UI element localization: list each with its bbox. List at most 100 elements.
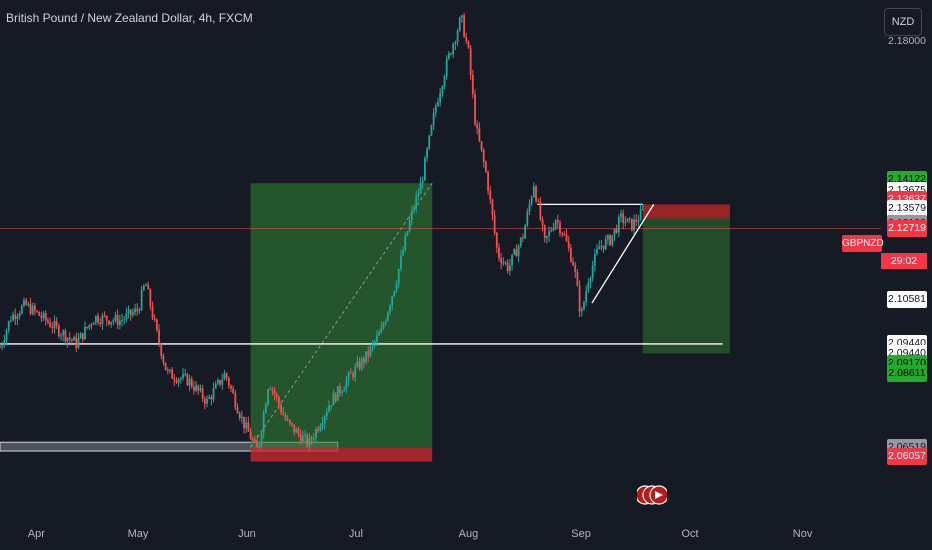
candle-body xyxy=(639,209,642,221)
candle-body xyxy=(428,135,431,149)
candle-body xyxy=(264,404,267,414)
candle-body xyxy=(97,315,99,323)
candle-body xyxy=(515,249,518,257)
candle-body xyxy=(339,386,341,393)
candle-body xyxy=(90,324,93,326)
candle-body xyxy=(140,289,143,310)
candle-body xyxy=(498,247,500,259)
candle-body xyxy=(506,262,509,271)
candle-body xyxy=(20,305,23,314)
candle-body xyxy=(432,113,435,126)
candle-body xyxy=(330,405,333,407)
candle-body xyxy=(301,435,304,443)
candle-body xyxy=(583,302,585,310)
candle-body xyxy=(29,303,32,314)
candle-body xyxy=(105,315,108,321)
candle-body xyxy=(556,220,559,223)
candle-body xyxy=(519,237,522,246)
candle-body xyxy=(343,388,346,392)
price-chart[interactable] xyxy=(0,0,881,518)
event-badge-icon[interactable] xyxy=(637,484,667,506)
candle-body xyxy=(94,315,97,323)
candle-body xyxy=(489,190,492,200)
candle-body xyxy=(517,245,520,257)
candle-body xyxy=(352,373,354,378)
candle-body xyxy=(373,341,376,344)
candle-body xyxy=(88,324,91,328)
candle-body xyxy=(18,313,21,317)
candle-body xyxy=(186,373,189,386)
candle-body xyxy=(288,420,291,423)
candle-body xyxy=(495,232,498,248)
candle-body xyxy=(456,30,459,43)
candle-body xyxy=(369,346,372,356)
candle-body xyxy=(234,393,237,408)
candle-body xyxy=(362,358,365,363)
candle-body xyxy=(587,282,590,291)
candle-body xyxy=(201,388,204,399)
candle-body xyxy=(323,416,326,424)
candle-body xyxy=(169,369,171,371)
candle-body xyxy=(604,239,607,250)
candle-body xyxy=(482,150,485,163)
candle-body xyxy=(286,419,289,421)
candle-body xyxy=(138,309,141,312)
candle-body xyxy=(480,141,483,151)
candle-body xyxy=(328,405,330,412)
candle-body xyxy=(395,283,398,291)
candle-body xyxy=(112,320,115,322)
candle-body xyxy=(572,261,574,266)
candle-body xyxy=(417,193,420,197)
candle-body xyxy=(613,228,616,236)
candle-body xyxy=(199,388,202,391)
candle-body xyxy=(256,439,259,448)
candle-body xyxy=(175,380,178,383)
candle-body xyxy=(354,366,357,378)
x-tick-label: Jun xyxy=(238,528,256,540)
candle-body xyxy=(123,319,126,321)
bar-countdown: 29:02 xyxy=(881,253,927,269)
candle-body xyxy=(247,422,250,432)
candle-body xyxy=(561,233,564,235)
candle-body xyxy=(269,388,272,390)
candle-body xyxy=(5,330,8,341)
x-tick-label: Sep xyxy=(571,528,591,540)
trend-line xyxy=(591,204,655,304)
candle-body xyxy=(71,339,73,341)
candle-body xyxy=(419,183,422,194)
candle-body xyxy=(626,218,629,223)
candle-body xyxy=(49,322,52,327)
candle-body xyxy=(308,437,311,446)
candle-body xyxy=(546,236,548,239)
candle-body xyxy=(47,320,49,323)
candle-body xyxy=(40,315,43,319)
long-stop-zone xyxy=(250,447,433,462)
candle-body xyxy=(382,324,385,328)
candle-body xyxy=(400,255,402,270)
candle-body xyxy=(132,312,134,316)
candle-body xyxy=(240,416,243,419)
candle-body xyxy=(611,235,614,245)
candle-body xyxy=(630,218,633,231)
candle-body xyxy=(291,422,293,425)
candle-body xyxy=(578,286,581,312)
candle-body xyxy=(593,253,596,266)
candle-body xyxy=(513,249,516,255)
candle-body xyxy=(23,300,25,306)
currency-button[interactable]: NZD xyxy=(884,8,922,36)
candle-body xyxy=(164,362,167,370)
candle-body xyxy=(73,337,75,341)
candle-body xyxy=(341,391,343,393)
candle-body xyxy=(524,225,527,239)
candle-body xyxy=(413,208,415,211)
candle-body xyxy=(77,338,80,348)
candle-body xyxy=(44,313,47,321)
candle-body xyxy=(173,378,176,381)
candle-body xyxy=(214,383,217,389)
candle-body xyxy=(386,312,389,321)
candle-body xyxy=(306,434,309,446)
candle-body xyxy=(60,335,62,337)
candle-body xyxy=(474,94,476,125)
candle-body xyxy=(402,250,405,256)
